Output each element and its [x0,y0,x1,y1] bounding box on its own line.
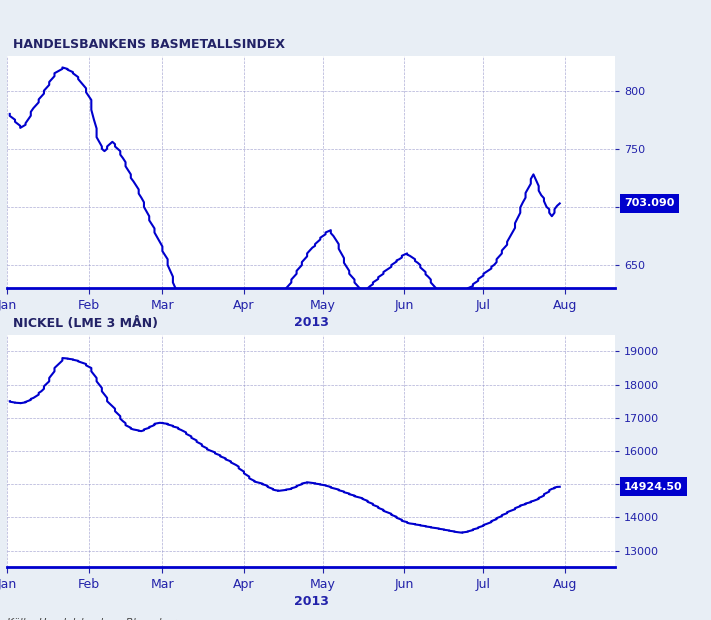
Text: Källa: Handelsbanken, Bloomberg: Källa: Handelsbanken, Bloomberg [7,618,183,620]
Text: HANDELSBANKENS BASMETALLSINDEX: HANDELSBANKENS BASMETALLSINDEX [14,38,285,51]
Text: 703.090: 703.090 [624,198,675,208]
Text: NICKEL (LME 3 MÅN): NICKEL (LME 3 MÅN) [14,317,158,330]
Text: 2013: 2013 [294,595,328,608]
Text: 14924.50: 14924.50 [624,482,683,492]
Text: 2013: 2013 [294,316,328,329]
Text: Källa: Handelsbanken, Bloomberg: Källa: Handelsbanken, Bloomberg [7,339,183,350]
